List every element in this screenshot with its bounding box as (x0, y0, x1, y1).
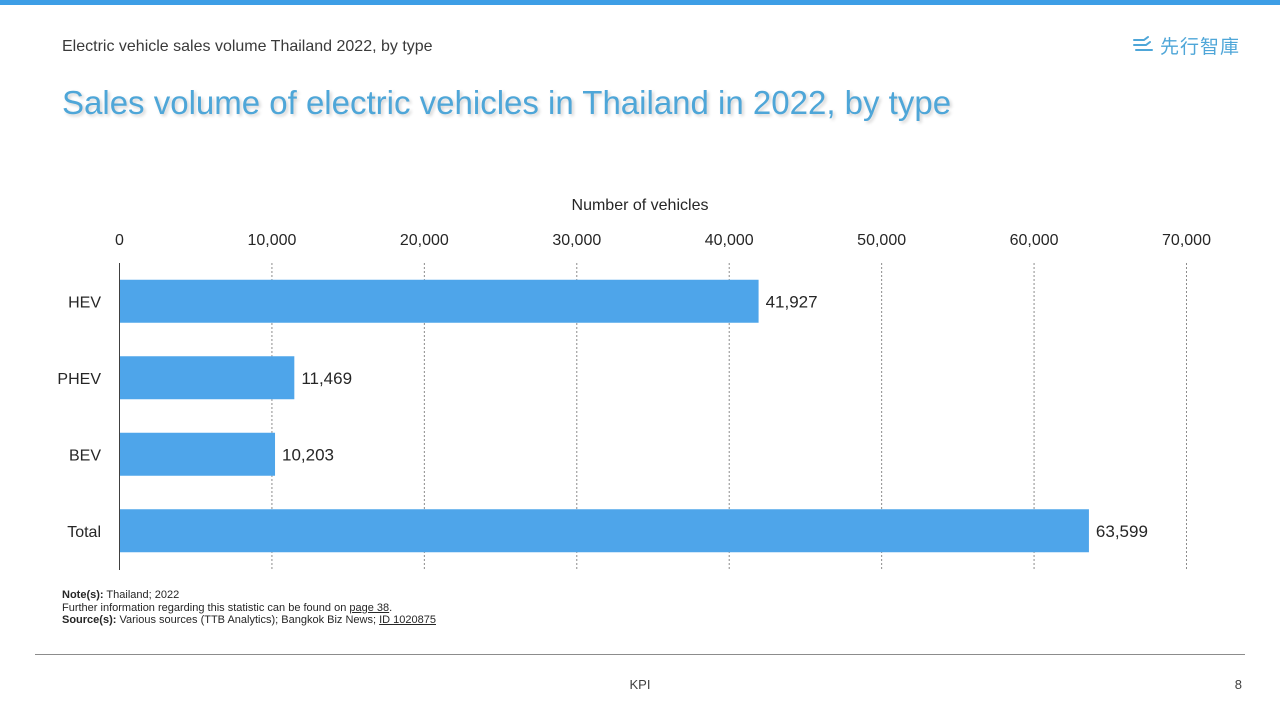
x-tick-label: 50,000 (857, 232, 906, 249)
notes-block: Note(s): Thailand; 2022 Further informat… (62, 589, 436, 627)
further-info-line: Further information regarding this stati… (62, 602, 436, 615)
x-tick-label: 60,000 (1010, 232, 1059, 249)
category-labels: HEV PHEV BEV Total (57, 294, 101, 541)
note-line: Note(s): Thailand; 2022 (62, 589, 436, 602)
x-axis-title: Number of vehicles (572, 197, 709, 214)
logo-mark-icon (1133, 36, 1153, 51)
bar-chart: Number of vehicles 0 10,000 20,000 30,000 40… (57, 197, 1211, 570)
source-text: Various sources (TTB Analytics); Bangkok… (119, 614, 377, 626)
bar (119, 432, 276, 476)
top-accent-bar (0, 0, 1280, 5)
x-tick-label: 70,000 (1162, 232, 1211, 249)
category-label: PHEV (57, 371, 101, 388)
page-link[interactable]: page 38 (349, 601, 390, 614)
bar (119, 509, 1089, 553)
page-subtitle: Electric vehicle sales volume Thailand 2… (62, 38, 433, 55)
page-title: Sales volume of electric vehicles in Tha… (62, 84, 952, 121)
period: . (389, 601, 393, 614)
logo-text: 先行智庫 (1160, 36, 1241, 58)
note-text: Thailand; 2022 (106, 589, 180, 601)
source-line: Source(s): Various sources (TTB Analytic… (62, 614, 436, 627)
data-label: 63,599 (1096, 522, 1148, 541)
x-tick-label: 20,000 (400, 232, 449, 249)
gridlines (271, 263, 1187, 570)
bar (119, 279, 759, 323)
value-labels: 41,927 11,469 10,203 63,599 (282, 292, 1148, 541)
bars (119, 279, 1089, 553)
category-label: BEV (69, 447, 101, 464)
footer-divider (35, 654, 1245, 655)
brand-logo: 先行智庫 (1132, 32, 1240, 58)
x-tick-label: 40,000 (705, 232, 754, 249)
footer-label: KPI (629, 677, 651, 692)
category-label: HEV (68, 294, 101, 311)
further-info-text: Further information regarding this stati… (62, 601, 347, 614)
x-tick-label: 10,000 (247, 232, 296, 249)
category-label: Total (67, 524, 101, 541)
data-label: 10,203 (282, 445, 334, 464)
x-axis-ticks: 0 10,000 20,000 30,000 40,000 50,000 60,000 70,… (115, 232, 1211, 249)
x-tick-label: 0 (115, 232, 124, 249)
bar (119, 356, 295, 400)
source-label: Source(s): (62, 614, 117, 626)
x-tick-label: 30,000 (552, 232, 601, 249)
page-number: 8 (1234, 677, 1242, 692)
note-label: Note(s): (62, 589, 104, 601)
data-label: 11,469 (301, 369, 352, 388)
data-label: 41,927 (766, 292, 818, 311)
id-link[interactable]: ID 1020875 (379, 614, 436, 626)
